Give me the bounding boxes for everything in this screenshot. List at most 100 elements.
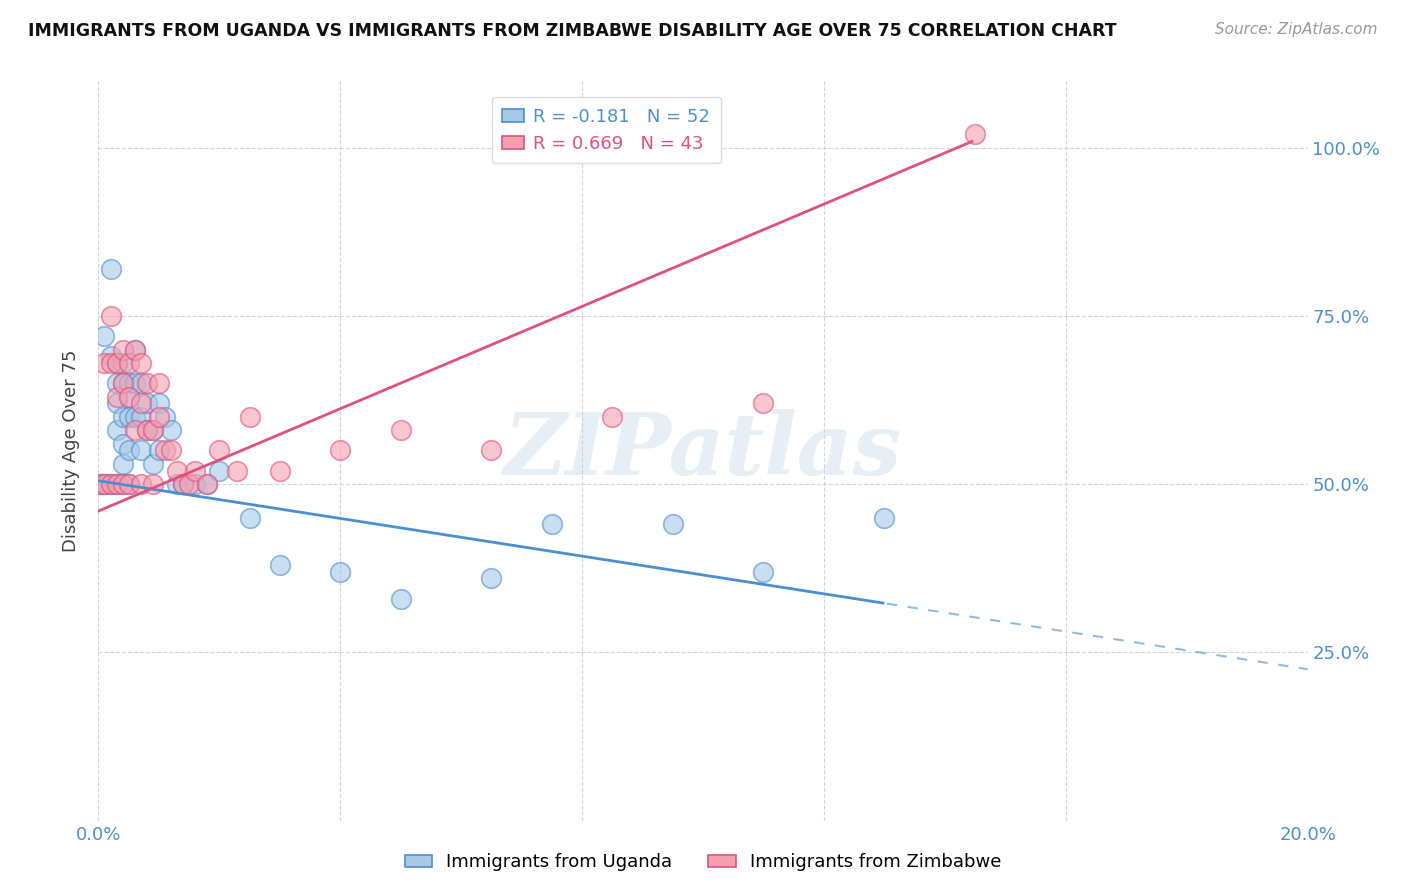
Point (153, 443, 176, 458)
Point (111, 457, 134, 471)
Point (118, 390, 141, 404)
Point (142, 457, 165, 471)
Point (166, 464, 188, 478)
Point (111, 343, 134, 357)
Point (124, 376, 146, 391)
Point (129, 396, 152, 410)
Point (166, 477, 188, 491)
Point (111, 376, 134, 391)
Point (100, 309, 122, 323)
Point (195, 477, 218, 491)
Point (100, 477, 122, 491)
Point (100, 356, 122, 370)
Point (124, 343, 146, 357)
Point (105, 356, 128, 370)
Point (226, 464, 249, 478)
Point (661, 517, 683, 532)
Point (129, 356, 152, 370)
Point (111, 409, 134, 424)
Point (160, 423, 183, 437)
Point (93, 356, 115, 370)
Point (111, 477, 134, 491)
Point (118, 477, 141, 491)
Point (172, 477, 194, 491)
Point (124, 423, 146, 437)
Point (195, 477, 218, 491)
Point (135, 376, 157, 391)
Legend: Immigrants from Uganda, Immigrants from Zimbabwe: Immigrants from Uganda, Immigrants from … (398, 847, 1008, 879)
Point (96, 477, 118, 491)
Point (160, 443, 183, 458)
Y-axis label: Disability Age Over 75: Disability Age Over 75 (62, 349, 80, 552)
Point (752, 565, 775, 579)
Point (135, 423, 157, 437)
Point (602, 409, 624, 424)
Text: Source: ZipAtlas.com: Source: ZipAtlas.com (1215, 22, 1378, 37)
Point (142, 423, 165, 437)
Point (103, 477, 125, 491)
Point (105, 423, 128, 437)
Point (148, 376, 170, 391)
Point (269, 464, 291, 478)
Point (184, 464, 207, 478)
Point (105, 477, 128, 491)
Point (239, 510, 262, 524)
Point (965, 127, 987, 141)
Point (118, 443, 141, 458)
Point (148, 409, 170, 424)
Point (208, 443, 231, 458)
Point (118, 390, 141, 404)
Point (129, 477, 152, 491)
Point (93, 477, 115, 491)
Point (208, 464, 231, 478)
Point (129, 443, 152, 458)
Point (105, 376, 128, 391)
Point (129, 409, 152, 424)
Point (105, 477, 128, 491)
Point (100, 261, 122, 276)
Point (118, 356, 141, 370)
Point (118, 477, 141, 491)
Point (389, 423, 412, 437)
Point (100, 349, 122, 363)
Point (329, 443, 352, 458)
Point (135, 423, 157, 437)
Point (90, 477, 112, 491)
Point (269, 558, 291, 572)
Point (105, 390, 128, 404)
Point (111, 436, 134, 450)
Point (481, 571, 503, 585)
Point (752, 396, 775, 410)
Point (124, 343, 146, 357)
Point (135, 396, 157, 410)
Point (153, 409, 176, 424)
Point (111, 376, 134, 391)
Point (873, 510, 896, 524)
Point (111, 356, 134, 370)
Point (184, 477, 207, 491)
Point (389, 591, 412, 606)
Text: IMMIGRANTS FROM UGANDA VS IMMIGRANTS FROM ZIMBABWE DISABILITY AGE OVER 75 CORREL: IMMIGRANTS FROM UGANDA VS IMMIGRANTS FRO… (28, 22, 1116, 40)
Point (148, 443, 170, 458)
Point (93, 329, 115, 343)
Point (111, 477, 134, 491)
Point (540, 517, 562, 532)
Point (93, 477, 115, 491)
Point (129, 376, 152, 391)
Text: ZIPatlas: ZIPatlas (503, 409, 903, 492)
Point (142, 423, 165, 437)
Point (148, 396, 170, 410)
Point (329, 565, 352, 579)
Point (179, 477, 201, 491)
Point (239, 409, 262, 424)
Point (105, 356, 128, 370)
Point (100, 477, 122, 491)
Point (124, 409, 146, 424)
Point (118, 376, 141, 391)
Point (105, 396, 128, 410)
Legend: R = -0.181   N = 52, R = 0.669   N = 43: R = -0.181 N = 52, R = 0.669 N = 43 (492, 96, 721, 163)
Point (481, 443, 503, 458)
Point (118, 409, 141, 424)
Point (142, 477, 165, 491)
Point (90, 477, 112, 491)
